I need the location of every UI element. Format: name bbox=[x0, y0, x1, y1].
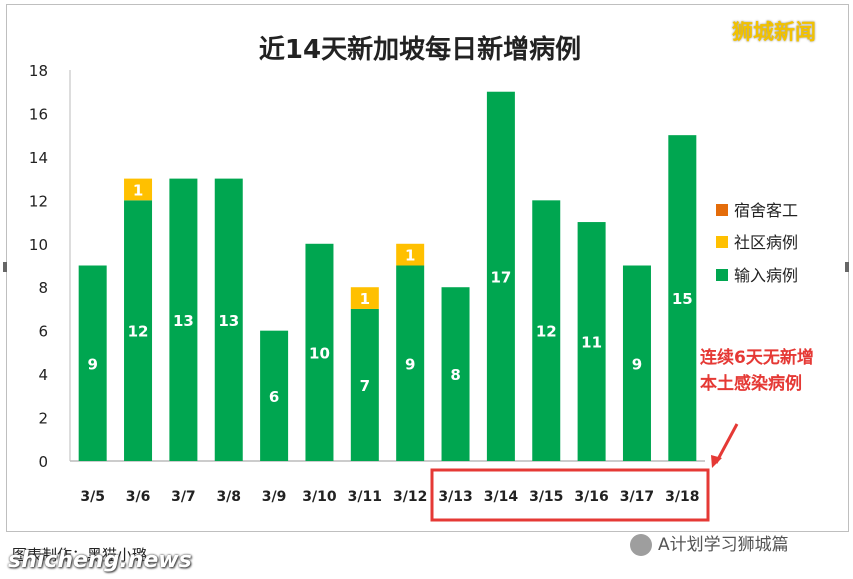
bar-segment bbox=[577, 222, 606, 461]
x-tick-label: 3/14 bbox=[484, 489, 519, 505]
y-tick-label: 6 bbox=[38, 323, 48, 341]
bar-value-label: 6 bbox=[269, 388, 279, 406]
legend-swatch bbox=[716, 204, 728, 216]
y-tick-label: 0 bbox=[38, 453, 48, 471]
legend-swatch bbox=[716, 269, 728, 281]
bar-value-label: 9 bbox=[632, 355, 642, 373]
bar-value-label: 15 bbox=[672, 290, 693, 308]
x-tick-label: 3/13 bbox=[438, 489, 472, 505]
x-tick-label: 3/18 bbox=[665, 489, 699, 505]
x-tick-label: 3/17 bbox=[620, 489, 654, 505]
legend-label: 宿舍客工 bbox=[734, 201, 798, 220]
bar-segment bbox=[260, 330, 289, 461]
x-tick-label: 3/6 bbox=[126, 489, 151, 505]
bar-value-label: 1 bbox=[405, 247, 415, 265]
y-tick-label: 2 bbox=[38, 410, 48, 428]
bar-segment bbox=[486, 91, 515, 461]
wechat-icon bbox=[630, 534, 652, 556]
chart-caption: 图表制作：黑猫小璐 bbox=[12, 546, 148, 564]
bar-value-label: 9 bbox=[405, 355, 415, 373]
bar-value-label: 7 bbox=[360, 377, 370, 395]
legend-swatch bbox=[716, 236, 728, 248]
bar-segment bbox=[396, 243, 425, 266]
bar-value-label: 12 bbox=[128, 323, 149, 341]
site-watermark: shicheng.news bbox=[8, 548, 192, 573]
bar-segment bbox=[668, 135, 697, 461]
bar-value-label: 17 bbox=[490, 268, 511, 286]
y-tick-label: 10 bbox=[29, 236, 48, 254]
annotation-arrow bbox=[714, 423, 739, 464]
bar-segment bbox=[396, 265, 425, 461]
bar-segment bbox=[622, 265, 651, 461]
x-tick-label: 3/10 bbox=[302, 489, 337, 505]
x-tick-label: 3/16 bbox=[574, 489, 608, 505]
bar-segment bbox=[350, 287, 379, 309]
y-tick-label: 4 bbox=[38, 366, 48, 384]
bar-value-label: 10 bbox=[309, 344, 330, 362]
wechat-account: A计划学习狮城篇 bbox=[630, 530, 789, 556]
annotation-line-1: 连续6天无新增 bbox=[700, 348, 814, 368]
y-tick-label: 8 bbox=[38, 279, 48, 297]
legend-label: 社区病例 bbox=[734, 233, 798, 252]
legend-label: 输入病例 bbox=[734, 266, 798, 285]
bar-value-label: 1 bbox=[360, 290, 370, 308]
bar-value-label: 1 bbox=[133, 181, 143, 199]
x-tick-label: 3/7 bbox=[171, 489, 196, 505]
x-tick-label: 3/8 bbox=[216, 489, 241, 505]
x-tick-label: 3/15 bbox=[529, 489, 563, 505]
x-tick-label: 3/9 bbox=[262, 489, 287, 505]
wechat-account-label: A计划学习狮城篇 bbox=[658, 535, 789, 555]
resize-handle-right[interactable] bbox=[845, 262, 849, 272]
resize-handle-left[interactable] bbox=[3, 262, 7, 272]
bar-value-label: 12 bbox=[536, 323, 557, 341]
annotation-arrowhead bbox=[711, 455, 722, 468]
bar-value-label: 11 bbox=[581, 334, 602, 352]
bar-segment bbox=[532, 200, 561, 462]
bar-value-label: 13 bbox=[218, 312, 239, 330]
y-tick-label: 14 bbox=[29, 149, 48, 167]
chart-title: 近14天新加坡每日新增病例 bbox=[259, 34, 581, 65]
x-tick-label: 3/11 bbox=[348, 489, 382, 505]
bar-segment bbox=[214, 178, 243, 461]
y-tick-label: 18 bbox=[29, 62, 48, 80]
brand-logo-text: 狮城新闻 bbox=[732, 20, 816, 44]
bar-segment bbox=[350, 308, 379, 461]
bar-segment bbox=[441, 287, 470, 461]
x-tick-label: 3/5 bbox=[80, 489, 105, 505]
y-tick-label: 16 bbox=[29, 105, 48, 123]
bar-segment bbox=[169, 178, 198, 461]
bar-segment bbox=[124, 178, 153, 201]
annotation-line-2: 本土感染病例 bbox=[700, 374, 802, 394]
y-tick-label: 12 bbox=[29, 192, 48, 210]
bar-segment bbox=[305, 243, 334, 461]
bar-value-label: 13 bbox=[173, 312, 194, 330]
bar-value-label: 9 bbox=[87, 355, 97, 373]
bar-segment bbox=[124, 200, 153, 462]
bar-segment bbox=[78, 265, 107, 461]
highlight-box bbox=[430, 468, 710, 522]
bar-value-label: 8 bbox=[450, 366, 460, 384]
x-tick-label: 3/12 bbox=[393, 489, 427, 505]
